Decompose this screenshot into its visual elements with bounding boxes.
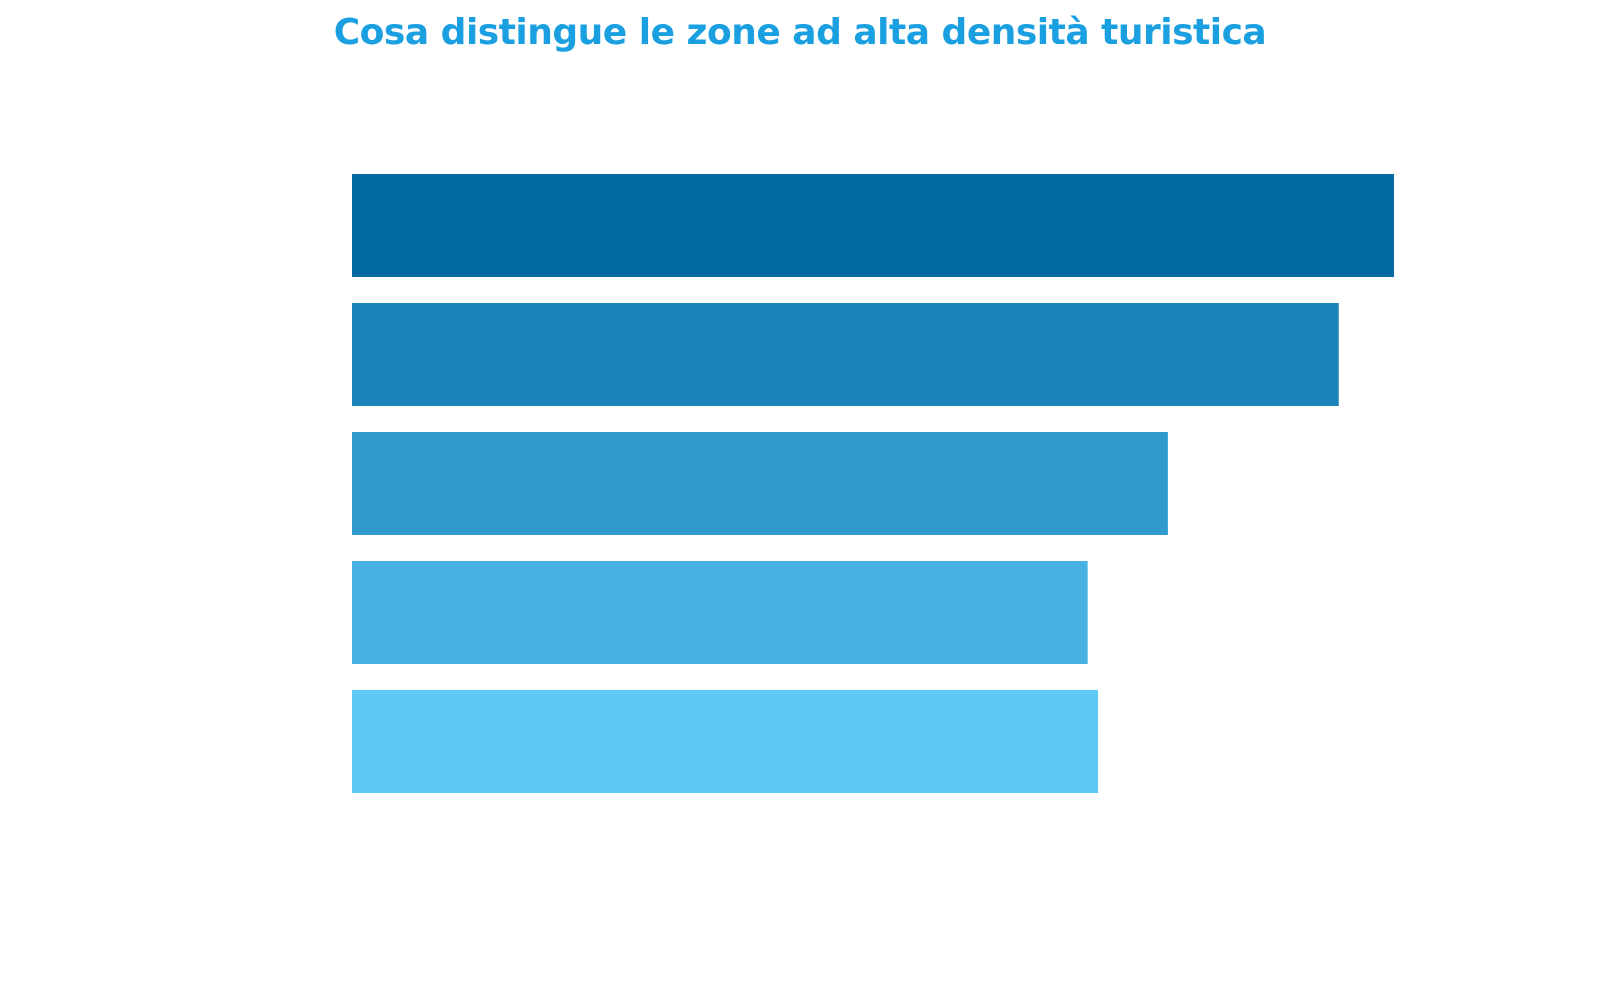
bar-2 (352, 303, 1339, 406)
bar-1 (352, 174, 1394, 277)
bar-3 (352, 432, 1168, 535)
chart-title: Cosa distingue le zone ad alta densità t… (333, 12, 1267, 53)
bars-group (352, 174, 1394, 793)
bar-4 (352, 561, 1088, 664)
bar-5 (352, 690, 1099, 793)
